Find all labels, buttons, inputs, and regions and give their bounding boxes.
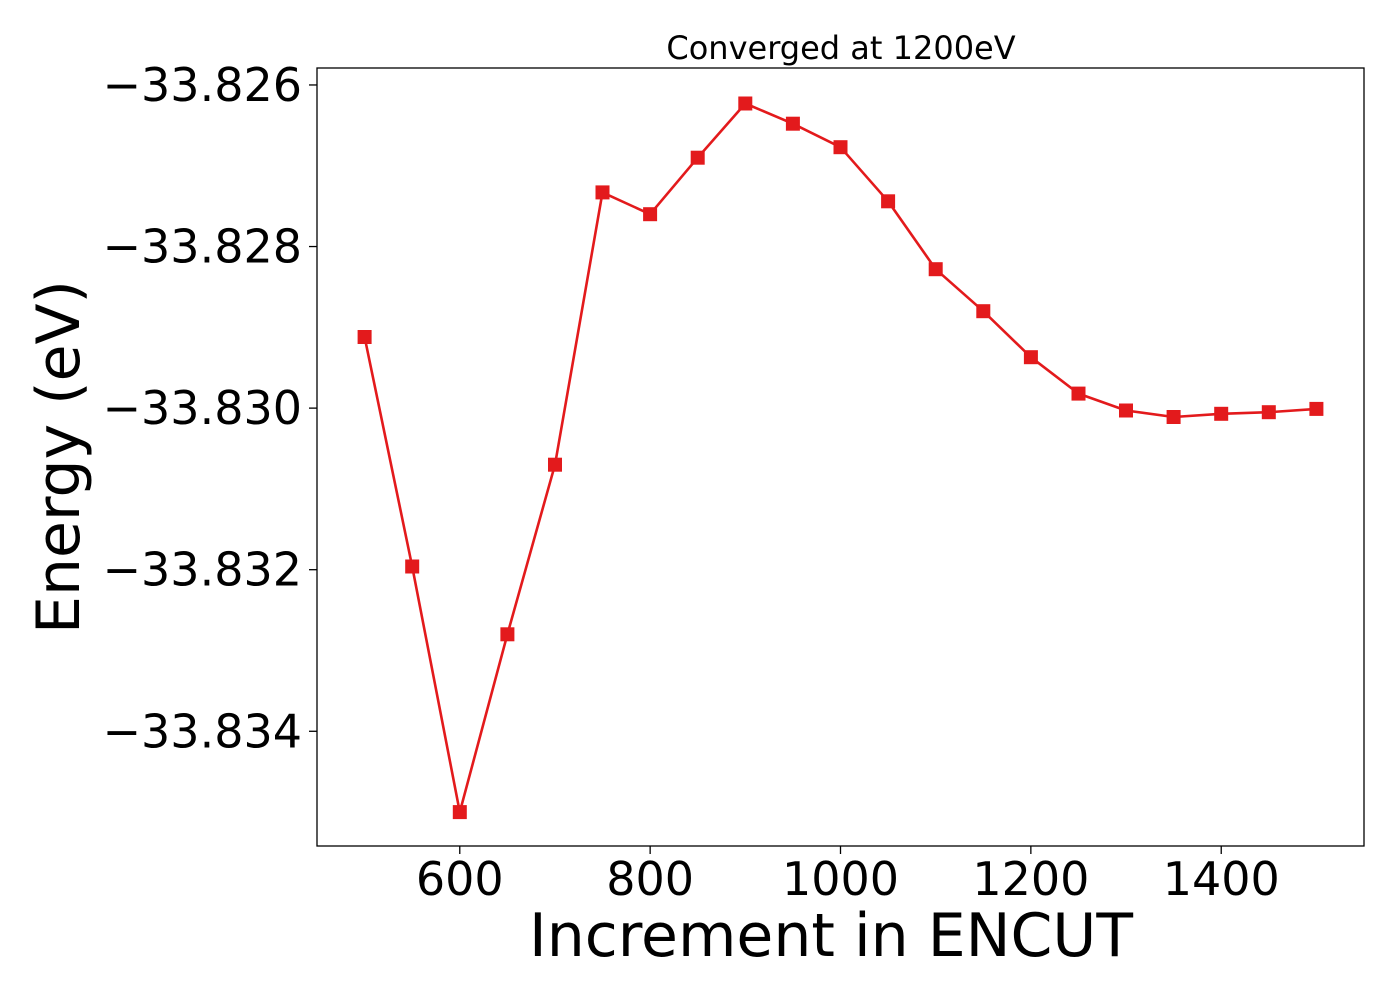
y-axis: −33.834 −33.832 −33.830 −33.828 −33.826 [103, 58, 317, 758]
data-point-marker [1309, 401, 1324, 416]
data-point-marker [1023, 350, 1038, 365]
data-point-marker [548, 457, 562, 472]
y-tick-label: −33.830 [103, 381, 303, 435]
y-tick-label: −33.828 [103, 220, 303, 274]
data-point-marker [405, 559, 420, 574]
data-point-marker [357, 330, 372, 344]
data-point-marker [1119, 403, 1133, 418]
y-axis-label: Energy (eV) [24, 280, 94, 634]
data-point-marker [1071, 386, 1086, 401]
y-tick-label: −33.834 [103, 704, 303, 758]
x-axis-label: Increment in ENCUT [529, 901, 1133, 971]
data-point-marker [785, 116, 800, 131]
chart-title: Converged at 1200eV [666, 29, 1015, 67]
data-point-marker [1166, 410, 1181, 424]
data-point-marker [881, 194, 896, 209]
plot-area [357, 96, 1324, 820]
data-point-marker [738, 96, 753, 111]
x-tick-label: 600 [416, 852, 504, 906]
data-point-marker [500, 627, 515, 642]
x-tick-label: 800 [606, 852, 694, 906]
data-point-marker [643, 207, 658, 222]
x-axis: 600 800 1000 1200 1400 [416, 846, 1280, 906]
y-tick-label: −33.832 [103, 543, 303, 597]
data-point-marker [928, 262, 943, 277]
x-tick-label: 1000 [782, 852, 899, 906]
data-point-marker [595, 185, 610, 200]
x-tick-label: 1400 [1163, 852, 1280, 906]
data-point-marker [1214, 406, 1229, 421]
y-tick-label: −33.826 [103, 58, 303, 112]
data-point-marker [833, 140, 848, 155]
data-point-marker [976, 304, 991, 319]
data-point-marker [1261, 405, 1276, 420]
x-tick-label: 1200 [972, 852, 1089, 906]
data-point-marker [690, 150, 705, 165]
data-point-marker [452, 805, 467, 820]
